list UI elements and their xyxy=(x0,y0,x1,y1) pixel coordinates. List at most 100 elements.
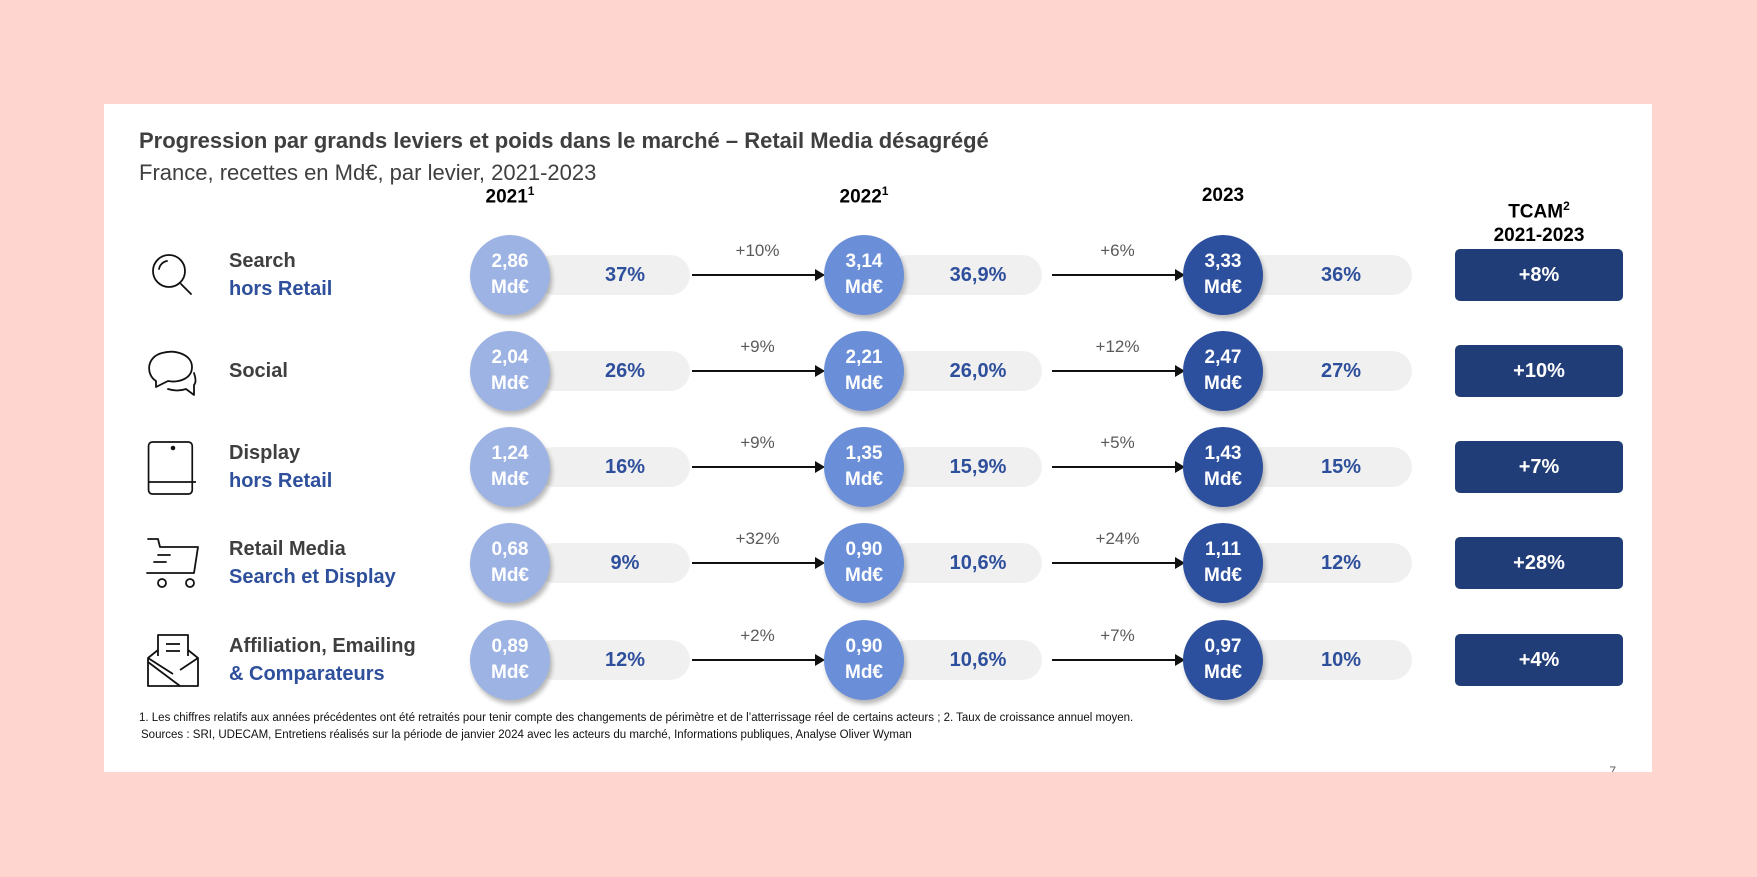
revenue-circle-2023: 0,97 Md€ xyxy=(1183,620,1263,700)
chat-bubbles-icon xyxy=(144,343,200,399)
market-share-2022: 10,6% xyxy=(888,640,1042,680)
growth-arrow xyxy=(1052,461,1185,473)
lever-name: Affiliation, Emailing xyxy=(229,635,416,657)
tcam-badge: +28% xyxy=(1455,537,1623,589)
revenue-value: 2,86 xyxy=(491,251,529,272)
market-share-2021: 12% xyxy=(534,640,690,680)
shopping-cart-icon xyxy=(144,535,200,591)
revenue-unit: Md€ xyxy=(845,373,883,394)
tablet-icon xyxy=(144,439,200,495)
tcam-badge: +8% xyxy=(1455,249,1623,301)
revenue-unit: Md€ xyxy=(1204,373,1242,394)
lever-qualifier: hors Retail xyxy=(229,470,333,492)
column-header-2022-label: 2022 xyxy=(839,186,882,208)
tcam-badge: +10% xyxy=(1455,345,1623,397)
revenue-unit: Md€ xyxy=(491,662,529,683)
envelope-letter-icon xyxy=(144,632,200,688)
market-share-2021: 16% xyxy=(534,447,690,487)
growth-arrow xyxy=(1052,557,1185,569)
lever-label: Social xyxy=(229,357,288,385)
lever-row: Search hors Retail 37% 2,86 Md€ 36,9% 3,14 Md€ 3… xyxy=(104,227,1652,323)
revenue-value: 1,24 xyxy=(491,443,529,464)
sources-note: Sources : SRI, UDECAM, Entretiens réalis… xyxy=(141,729,912,741)
page-number: 7 xyxy=(1609,764,1616,772)
growth-rate-2021-2022: +9% xyxy=(740,337,775,356)
search-icon xyxy=(144,247,200,303)
growth-arrow xyxy=(692,461,825,473)
growth-rate-2021-2022: +2% xyxy=(740,626,775,645)
lever-name: Social xyxy=(229,360,288,382)
revenue-value: 2,47 xyxy=(1204,347,1242,368)
growth-arrow xyxy=(692,365,825,377)
revenue-circle-2021: 2,04 Md€ xyxy=(470,331,550,411)
revenue-circle-2022: 3,14 Md€ xyxy=(824,235,904,315)
market-share-2022: 36,9% xyxy=(888,255,1042,295)
lever-name: Retail Media xyxy=(229,538,346,560)
market-share-2023: 36% xyxy=(1244,255,1412,295)
lever-qualifier: hors Retail xyxy=(229,278,333,300)
revenue-circle-2021: 1,24 Md€ xyxy=(470,427,550,507)
revenue-value: 3,33 xyxy=(1204,251,1242,272)
growth-arrow xyxy=(692,557,825,569)
column-header-2022: 20221 xyxy=(784,184,944,208)
tcam-badge: +4% xyxy=(1455,634,1623,686)
revenue-value: 0,90 xyxy=(845,539,883,560)
growth-rate-2022-2023: +12% xyxy=(1095,337,1140,356)
revenue-unit: Md€ xyxy=(845,565,883,586)
revenue-value: 0,68 xyxy=(491,539,529,560)
column-header-2023: 2023 xyxy=(1143,185,1303,207)
lever-qualifier: & Comparateurs xyxy=(229,663,385,685)
revenue-circle-2023: 1,43 Md€ xyxy=(1183,427,1263,507)
footnote-ref-2: 2 xyxy=(1563,199,1570,213)
revenue-circle-2023: 1,11 Md€ xyxy=(1183,523,1263,603)
growth-arrow xyxy=(692,654,825,666)
lever-label: Display hors Retail xyxy=(229,439,332,495)
revenue-value: 2,04 xyxy=(491,347,529,368)
revenue-unit: Md€ xyxy=(491,469,529,490)
revenue-value: 1,11 xyxy=(1205,539,1241,560)
slide-subtitle: France, recettes en Md€, par levier, 202… xyxy=(139,160,597,185)
revenue-value: 0,90 xyxy=(845,636,883,657)
growth-arrow xyxy=(692,269,825,281)
lever-name: Search xyxy=(229,250,296,272)
growth-rate-2022-2023: +5% xyxy=(1100,433,1135,452)
lever-row: Social 26% 2,04 Md€ 26,0% 2,21 Md€ 27% 2,47 Md€ +9… xyxy=(104,323,1652,419)
market-share-2021: 9% xyxy=(534,543,690,583)
lever-row: Affiliation, Emailing & Comparateurs 12% 0,… xyxy=(104,612,1652,708)
lever-row: Display hors Retail 16% 1,24 Md€ 15,9% 1,35 Md€… xyxy=(104,419,1652,515)
growth-rate-2022-2023: +7% xyxy=(1100,626,1135,645)
growth-rate-2021-2022: +10% xyxy=(735,241,780,260)
lever-label: Affiliation, Emailing & Comparateurs xyxy=(229,632,416,688)
market-share-2023: 27% xyxy=(1244,351,1412,391)
market-share-2023: 12% xyxy=(1244,543,1412,583)
market-share-2023: 10% xyxy=(1244,640,1412,680)
column-header-2023-label: 2023 xyxy=(1201,185,1245,206)
revenue-circle-2021: 0,89 Md€ xyxy=(470,620,550,700)
revenue-circle-2022: 1,35 Md€ xyxy=(824,427,904,507)
revenue-unit: Md€ xyxy=(1204,662,1242,683)
revenue-unit: Md€ xyxy=(1204,469,1242,490)
footnote-ref-1: 1 xyxy=(881,184,889,198)
lever-qualifier: Search et Display xyxy=(229,566,396,588)
column-header-2021-label: 2021 xyxy=(485,186,528,208)
tcam-badge: +7% xyxy=(1455,441,1623,493)
market-share-2021: 26% xyxy=(534,351,690,391)
revenue-circle-2022: 2,21 Md€ xyxy=(824,331,904,411)
lever-name: Display xyxy=(229,442,301,464)
revenue-value: 1,43 xyxy=(1204,443,1242,464)
column-header-2021: 20211 xyxy=(430,184,590,208)
revenue-unit: Md€ xyxy=(1204,277,1242,298)
lever-row: Retail Media Search et Display 9% 0,68 Md€ 10… xyxy=(104,515,1652,611)
revenue-unit: Md€ xyxy=(845,662,883,683)
revenue-circle-2023: 3,33 Md€ xyxy=(1183,235,1263,315)
revenue-circle-2022: 0,90 Md€ xyxy=(824,523,904,603)
market-share-2022: 10,6% xyxy=(888,543,1042,583)
growth-rate-2021-2022: +9% xyxy=(740,433,775,452)
revenue-value: 0,89 xyxy=(491,636,529,657)
growth-rate-2022-2023: +24% xyxy=(1095,529,1140,548)
growth-arrow xyxy=(1052,269,1185,281)
footnote-1: 1. Les chiffres relatifs aux années préc… xyxy=(139,712,1134,724)
revenue-circle-2021: 2,86 Md€ xyxy=(470,235,550,315)
revenue-unit: Md€ xyxy=(491,277,529,298)
revenue-circle-2021: 0,68 Md€ xyxy=(470,523,550,603)
